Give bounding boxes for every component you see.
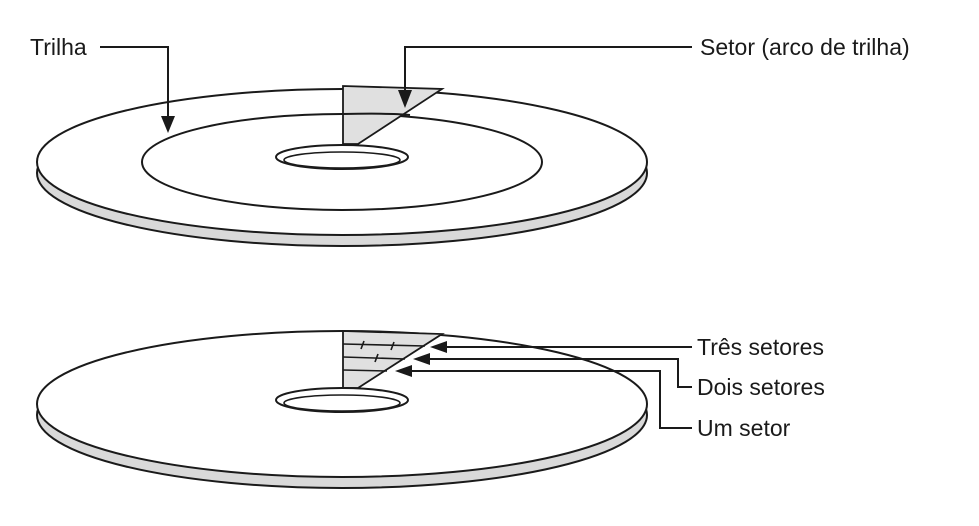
sector-divider-3	[374, 353, 379, 363]
sector-label: Setor (arco de trilha)	[700, 34, 910, 60]
one-sector-arrow-icon	[395, 365, 412, 377]
top-disk	[36, 85, 648, 247]
one-sector-label: Um setor	[697, 415, 791, 441]
three-sectors-callout: Três setores	[430, 334, 824, 360]
bottom-disk-track-line-3	[342, 369, 388, 372]
track-label: Trilha	[30, 34, 87, 60]
bottom-disk-track-line-1	[342, 343, 426, 347]
two-sectors-leader-line	[428, 358, 692, 388]
two-sectors-arrow-icon	[413, 353, 430, 365]
three-sectors-arrow-icon	[430, 341, 447, 353]
bottom-disk	[36, 330, 648, 489]
sector-callout: Setor (arco de trilha)	[398, 34, 910, 108]
sector-divider-1	[360, 340, 365, 350]
top-disk-track-through-sector	[342, 112, 411, 116]
one-sector-callout: Um setor	[395, 365, 791, 441]
track-callout: Trilha	[30, 34, 175, 133]
track-leader-line	[100, 46, 169, 120]
bottom-disk-spindle-hole	[275, 387, 409, 413]
one-sector-leader-line	[410, 370, 692, 429]
three-sectors-label: Três setores	[697, 334, 824, 360]
sector-divider-2	[390, 341, 395, 351]
two-sectors-label: Dois setores	[697, 374, 825, 400]
sector-arrow-icon	[398, 90, 412, 108]
track-arrow-icon	[161, 116, 175, 133]
bottom-disk-spindle-inner	[283, 394, 401, 412]
top-disk-spindle-hole	[275, 144, 409, 170]
bottom-disk-track-line-2	[342, 356, 406, 360]
top-disk-spindle-inner	[283, 151, 401, 169]
two-sectors-callout: Dois setores	[413, 353, 825, 400]
top-disk-track	[141, 113, 543, 211]
top-disk-sector	[342, 85, 445, 145]
sector-leader-line	[404, 46, 692, 92]
